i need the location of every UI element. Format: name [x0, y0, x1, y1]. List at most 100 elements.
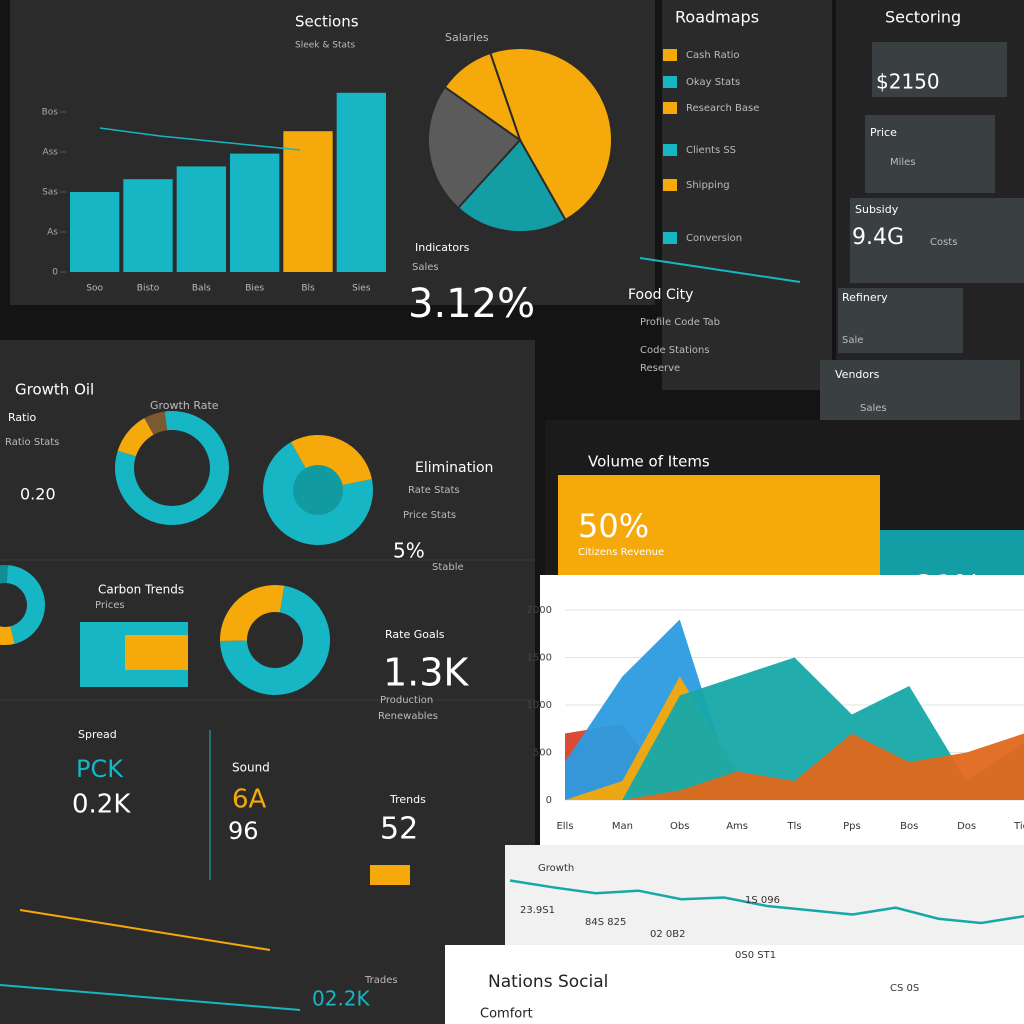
icon: [663, 144, 677, 156]
categories: Bos: [900, 821, 918, 832]
title: Sectoring: [885, 8, 961, 27]
pie-slice: [427, 85, 522, 210]
hero: 50%: [578, 507, 649, 545]
categories: Ells: [556, 821, 573, 832]
bar: [283, 131, 333, 272]
line-labels: 0S0 ST1: [735, 950, 776, 961]
icon: [663, 232, 677, 244]
items: Shipping: [686, 180, 730, 191]
pie-slice: [488, 47, 613, 222]
label1: Ratio: [8, 411, 37, 424]
yticks: 1500: [527, 653, 552, 664]
items: Conversion: [686, 233, 742, 244]
tile: [820, 360, 1020, 425]
elim-metric: 5%: [393, 539, 425, 563]
line-labels: 84S 825: [585, 917, 626, 928]
categories: Ams: [726, 821, 748, 832]
carbon-sub: Prices: [95, 600, 125, 611]
tile1-value: $2150: [876, 70, 940, 94]
categories: Tios: [1013, 821, 1024, 832]
spread-label: Spread: [78, 728, 117, 741]
decor-line: [0, 984, 301, 1011]
tile3-label: Subsidy: [855, 203, 899, 216]
items: Research Base: [686, 103, 759, 114]
label: 0: [52, 268, 58, 278]
header-sub: Sleek & Stats: [295, 41, 356, 51]
title: Roadmaps: [675, 8, 759, 27]
categories: Sies: [352, 284, 371, 294]
panel: [662, 0, 832, 390]
hero2-sub: Revenue: [915, 603, 959, 614]
tile: [838, 288, 963, 353]
label: Ass: [42, 148, 58, 158]
tile3-sub: Costs: [930, 237, 957, 248]
icon: [663, 49, 677, 61]
trends-value: 52: [380, 812, 418, 847]
food-title: Food City: [628, 287, 693, 303]
title: Growth: [538, 863, 574, 874]
icon: [663, 179, 677, 191]
hero-sub: Citizens Revenue: [578, 547, 664, 558]
bar: [123, 179, 173, 272]
categories: Obs: [670, 821, 689, 832]
title: Growth Oil: [15, 381, 94, 399]
sound-value2: 96: [228, 817, 259, 845]
yticks: 0: [546, 795, 552, 806]
tile: [865, 115, 995, 193]
footer: Nations Social: [488, 972, 608, 992]
tile3-value: 9.4G: [852, 225, 904, 250]
spread-value: 0.2K: [72, 790, 131, 820]
yticks: 1000: [527, 700, 552, 711]
bar: [230, 153, 280, 272]
categories: Soo: [86, 284, 103, 294]
donut-hole: [293, 465, 343, 515]
tile4-label: Refinery: [842, 291, 888, 304]
hero2: 21%: [915, 570, 982, 605]
categories: Bals: [192, 284, 211, 294]
line-labels: 1S 096: [745, 895, 780, 906]
kpi-label: Rate Goals: [385, 628, 445, 641]
pie-slice: [443, 51, 522, 143]
badge: [370, 865, 410, 885]
sound-value: 6A: [232, 785, 267, 815]
categories: Pps: [843, 821, 861, 832]
tile5-sub: Sales: [860, 403, 887, 414]
donut-hole: [0, 583, 27, 627]
tile: [850, 198, 1024, 283]
icon: [663, 102, 677, 114]
area: [565, 733, 1024, 800]
pie-slice: [456, 138, 567, 233]
trends-label: Trends: [389, 793, 426, 806]
elim-metric-sub: Stable: [432, 562, 464, 573]
line-labels: CS 0S: [890, 983, 919, 994]
carbon-title: Carbon Trends: [98, 583, 184, 597]
elim-sub2: Price Stats: [403, 510, 456, 521]
bar: [176, 166, 226, 272]
tile5-label: Vendors: [835, 368, 880, 381]
bar: [336, 92, 386, 272]
sound-label: Sound: [232, 761, 270, 775]
line-labels: 23.9S1: [520, 905, 555, 916]
elim-title: Elimination: [415, 460, 493, 476]
metric-sub: Sales: [412, 262, 439, 273]
line-card: [505, 845, 1024, 945]
line: [509, 879, 1024, 925]
label2: Ratio Stats: [5, 437, 59, 448]
header: Sections: [295, 13, 359, 31]
label: As: [47, 228, 58, 238]
label: Sas: [42, 188, 58, 198]
trend-line: [99, 127, 301, 151]
food-items: Code Stations: [640, 345, 710, 356]
categories: Bls: [301, 284, 315, 294]
donut-title: Growth Rate: [150, 399, 219, 412]
elim-sub: Rate Stats: [408, 485, 460, 496]
tile2-label: Price: [870, 126, 897, 139]
categories: Bisto: [137, 284, 160, 294]
spread-top: PCK: [76, 755, 124, 783]
donut-hole: [247, 612, 303, 668]
bar: [70, 192, 120, 272]
categories: Man: [612, 821, 633, 832]
line-labels: 02 0B2: [650, 929, 686, 940]
